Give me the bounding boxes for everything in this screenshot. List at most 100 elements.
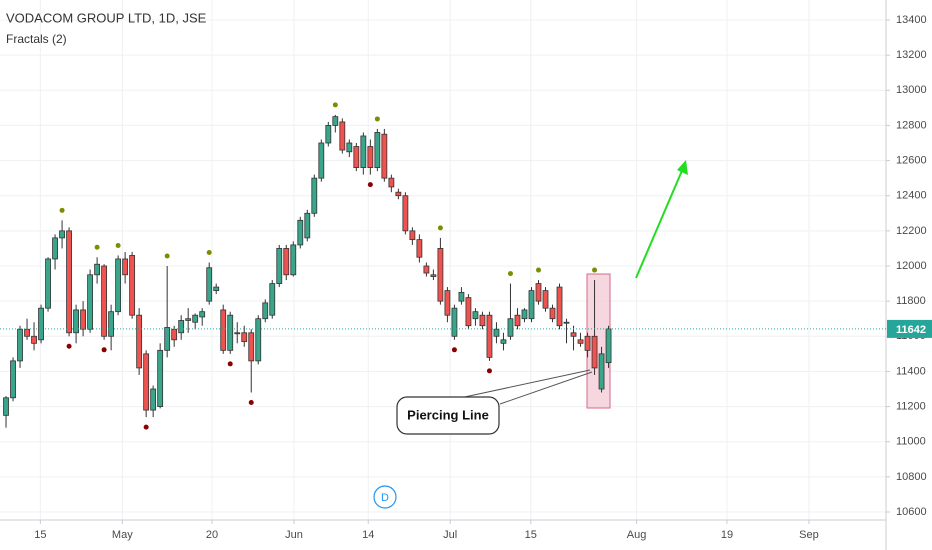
y-tick-label: 12400: [896, 190, 927, 202]
candle-body: [416, 239, 423, 258]
x-tick-label: 19: [721, 529, 733, 541]
candle-body: [136, 314, 143, 369]
x-tick-label: 20: [206, 529, 218, 541]
candle-body: [521, 309, 528, 320]
candle-body: [66, 230, 72, 334]
candle-body: [206, 267, 213, 302]
fractal-down: [227, 361, 233, 367]
candle-body: [451, 307, 458, 337]
candle-body: [374, 132, 381, 168]
candle-body: [178, 320, 185, 334]
last-price-tag: [887, 319, 932, 338]
candle-body: [591, 335, 598, 369]
candle-body: [318, 142, 325, 179]
candle-body: [360, 135, 367, 169]
candle-body: [465, 297, 472, 327]
candle-body: [346, 142, 353, 153]
candle-body: [563, 321, 570, 324]
candle-body: [94, 263, 101, 276]
grid: [0, 0, 886, 520]
candle-body: [395, 191, 402, 197]
candle-body: [73, 309, 79, 334]
fractal-up: [332, 102, 338, 108]
y-tick-label: 12000: [896, 260, 927, 272]
candle-body: [549, 307, 556, 320]
callout-line: [459, 369, 591, 399]
candle-body: [192, 314, 199, 323]
candle-body: [269, 283, 276, 316]
candle-body: [430, 274, 437, 277]
candle-body: [577, 339, 584, 344]
candle-body: [402, 195, 409, 232]
candle-body: [255, 318, 262, 362]
candle-body: [45, 258, 51, 309]
fractal-down: [143, 424, 149, 430]
candle-body: [542, 290, 549, 309]
fractal-up: [115, 242, 121, 248]
fractal-down: [66, 343, 72, 349]
candle-body: [598, 353, 605, 390]
indicator-label: Fractals (2): [6, 32, 67, 46]
x-tick-label: 15: [525, 529, 537, 541]
last-price-label: 11642: [896, 324, 926, 336]
candle-body: [500, 339, 507, 344]
candle-body: [10, 360, 16, 399]
candle-body: [3, 397, 9, 416]
x-tick-label: Jul: [443, 529, 457, 541]
candle-body: [423, 265, 430, 274]
x-tick-label: Jun: [285, 529, 303, 541]
x-tick-label: 15: [34, 529, 46, 541]
candle-body: [339, 121, 346, 151]
candle-body: [129, 255, 136, 316]
candle-body: [570, 332, 577, 337]
x-tick-label: 14: [362, 529, 374, 541]
y-tick-label: 12800: [896, 119, 927, 131]
candle-body: [24, 328, 30, 337]
fractal-up: [206, 249, 212, 255]
candle-body: [304, 212, 311, 239]
candle-body: [143, 353, 150, 411]
candle-body: [290, 244, 297, 276]
candle-body: [479, 314, 486, 327]
y-tick-label: 13000: [896, 84, 927, 96]
fractal-up: [592, 267, 598, 273]
fractal-up: [59, 207, 65, 213]
candle-body: [108, 311, 115, 337]
candle-body: [528, 290, 535, 320]
y-tick-label: 13200: [896, 49, 927, 61]
candle-body: [297, 219, 304, 246]
candle-body: [115, 258, 122, 313]
candle-body: [311, 177, 318, 214]
candle-body: [409, 230, 416, 241]
candle-body: [283, 248, 290, 276]
candle-body: [493, 328, 500, 337]
candle-body: [535, 283, 542, 302]
candle-body: [367, 146, 374, 168]
y-tick-label: 10600: [896, 506, 927, 518]
y-tick-label: 12600: [896, 154, 927, 166]
interval-badge[interactable]: [373, 485, 397, 509]
candle-body: [444, 290, 451, 316]
candle-body: [605, 328, 612, 364]
y-tick-label: 11200: [896, 400, 926, 412]
candle-body: [276, 248, 283, 284]
fractal-down: [451, 347, 457, 353]
callout-box: [396, 396, 500, 435]
fractal-up: [507, 271, 513, 277]
fractal-down: [101, 347, 107, 353]
arrow-head: [677, 160, 688, 175]
candle-body: [80, 309, 86, 330]
candle-body: [248, 332, 255, 362]
y-tick-label: 11400: [896, 365, 926, 377]
candle-body: [185, 318, 192, 321]
candle-body: [486, 314, 493, 358]
candle-body: [171, 328, 178, 341]
fractal-up: [94, 244, 100, 250]
candle-body: [241, 332, 248, 342]
fractal-up: [164, 253, 170, 259]
candle-body: [234, 332, 241, 335]
fractal-up: [374, 116, 380, 122]
candle-body: [381, 133, 388, 179]
candle-body: [388, 177, 395, 188]
arrow-line: [635, 165, 685, 279]
